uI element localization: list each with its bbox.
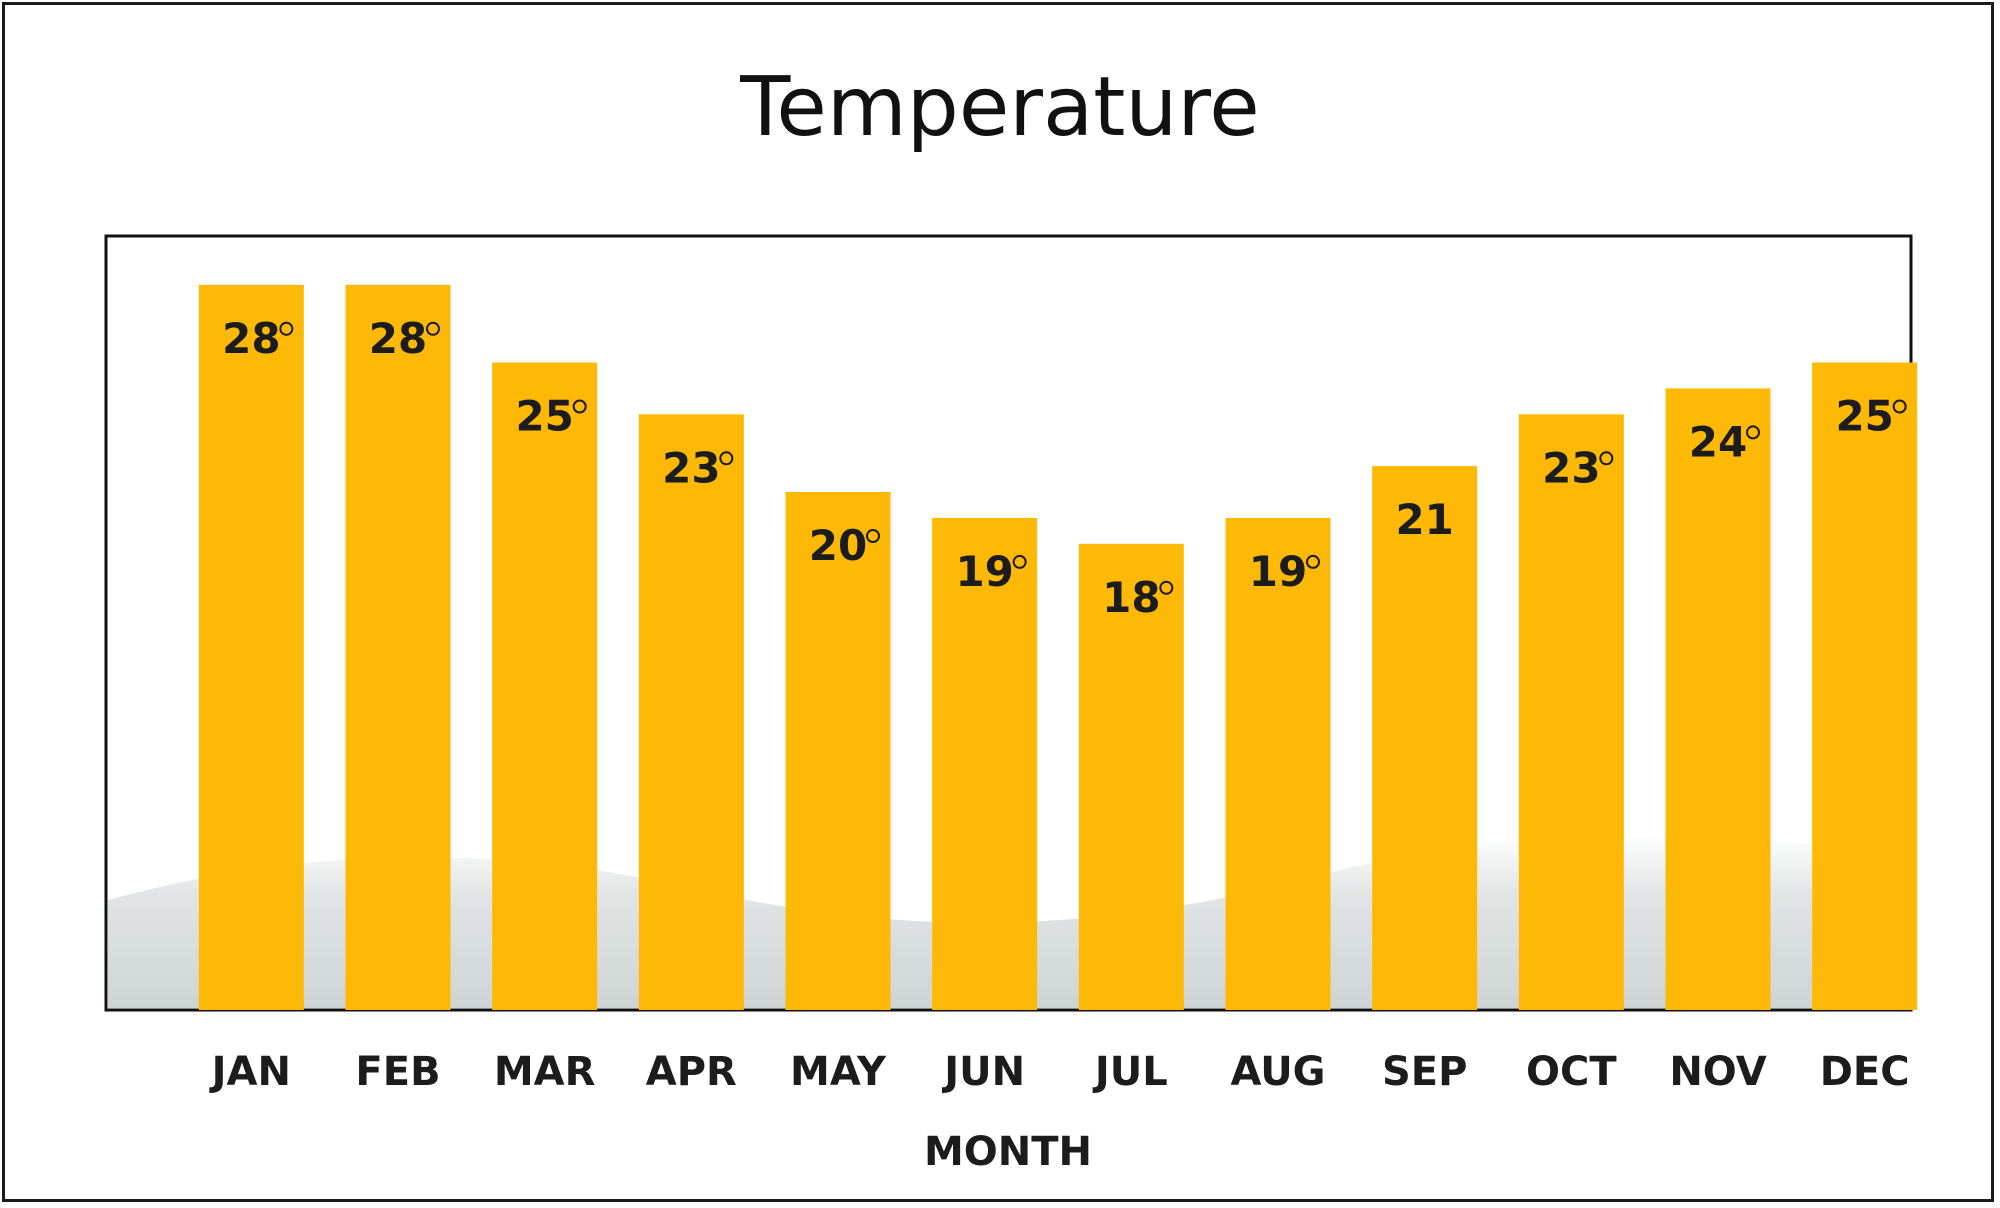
data-label-oct: 23 [1542,443,1600,492]
data-label-jan: 28 [222,314,280,363]
bar-feb [345,284,451,1010]
x-tick-label-jun: JUN [941,1049,1025,1095]
bar-jan [198,284,304,1010]
degree-symbol-may [866,529,880,543]
data-label-aug: 19 [1249,547,1307,596]
degree-symbol-feb [426,321,440,336]
data-label-dec: 25 [1835,392,1893,441]
degree-symbol-apr [719,451,734,466]
x-tick-label-feb: FEB [355,1049,440,1095]
data-label-sep: 21 [1395,495,1453,544]
bar-sep [1372,466,1478,1011]
data-label-jun: 19 [955,547,1013,596]
bar-aug [1225,517,1331,1010]
chart-title: Temperature [739,60,1259,155]
degree-symbol-jan [279,321,294,336]
x-tick-label-mar: MAR [494,1049,596,1095]
data-labels-layer: 28 28 25 23 20 19 18 19 21 23 24 25 [222,314,1907,622]
bars-layer [198,284,1918,1011]
bar-may [785,492,891,1010]
degree-symbol-jun [1012,554,1027,569]
x-tick-label-apr: APR [646,1049,737,1095]
data-label-apr: 23 [662,443,720,492]
x-tick-label-oct: OCT [1526,1049,1617,1095]
bar-oct [1518,414,1624,1010]
bar-jul [1078,543,1184,1010]
data-label-feb: 28 [369,314,427,363]
x-tick-label-dec: DEC [1820,1049,1910,1095]
data-label-may: 20 [809,521,867,570]
x-tick-label-nov: NOV [1669,1049,1766,1095]
degree-symbol-aug [1306,554,1320,569]
degree-symbol-mar [572,399,587,414]
x-tick-label-jul: JUL [1092,1049,1168,1095]
bar-jun [932,517,1038,1010]
x-tick-label-aug: AUG [1230,1049,1325,1095]
degree-symbol-oct [1599,451,1614,466]
bar-dec [1812,362,1918,1010]
data-label-nov: 24 [1689,417,1747,466]
degree-symbol-nov [1746,425,1760,440]
bar-apr [638,414,744,1010]
data-label-jul: 18 [1102,573,1160,622]
x-axis-label: MONTH [924,1129,1092,1175]
degree-symbol-jul [1159,580,1174,595]
degree-symbol-dec [1892,399,1907,414]
x-tick-label-sep: SEP [1382,1049,1467,1095]
bar-mar [492,362,598,1010]
data-label-mar: 25 [515,392,573,441]
x-tick-label-may: MAY [790,1049,887,1095]
x-tick-labels: JAN FEB MAR APR MAY JUN JUL AUG SEP OCT NOV DEC [209,1049,1910,1095]
bar-nov [1665,388,1771,1010]
x-tick-label-jan: JAN [209,1049,291,1095]
